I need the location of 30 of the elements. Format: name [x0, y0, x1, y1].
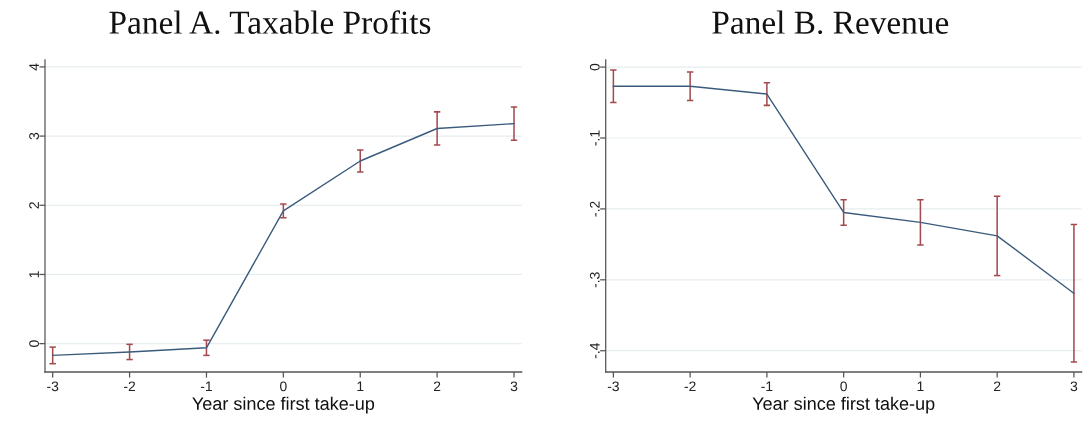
x-tick-label: 0 [280, 381, 287, 392]
chart-title: Panel A. Taxable Profits [109, 10, 431, 35]
x-tick-label: -1 [200, 381, 212, 392]
line-series [612, 85, 1075, 294]
x-axis-title: Year since first take-up [192, 396, 375, 414]
x-tick-label: 3 [1070, 381, 1078, 392]
y-tick-label: -.2 [589, 201, 600, 217]
x-tick-label: -3 [607, 381, 619, 392]
x-tick-label: 1 [917, 381, 924, 392]
line-series [51, 122, 515, 357]
y-tick-label: 3 [29, 132, 40, 140]
y-tick-label: -.1 [590, 130, 600, 146]
y-tick-label: -.4 [590, 343, 600, 359]
x-tick-label: -3 [47, 381, 59, 392]
x-axis-title: Year since first take-up [752, 396, 935, 414]
x-tick-label: 2 [994, 381, 1001, 392]
y-tick-label: 0 [29, 340, 40, 347]
x-tick-label: -2 [124, 381, 136, 392]
chart-title: Panel B. Revenue [712, 10, 949, 35]
x-tick-label: 3 [510, 381, 518, 392]
x-tick-label: 2 [433, 381, 441, 392]
x-tick-label: 0 [840, 381, 847, 392]
x-tick-label: -2 [684, 381, 696, 392]
y-tick-label: 1 [29, 271, 39, 278]
y-tick-label: 0 [589, 63, 600, 71]
x-tick-label: -1 [761, 381, 773, 392]
y-tick-label: 4 [29, 63, 39, 71]
y-tick-label: 2 [29, 202, 39, 209]
x-tick-label: 1 [357, 381, 364, 392]
y-tick-label: -.3 [589, 272, 600, 288]
